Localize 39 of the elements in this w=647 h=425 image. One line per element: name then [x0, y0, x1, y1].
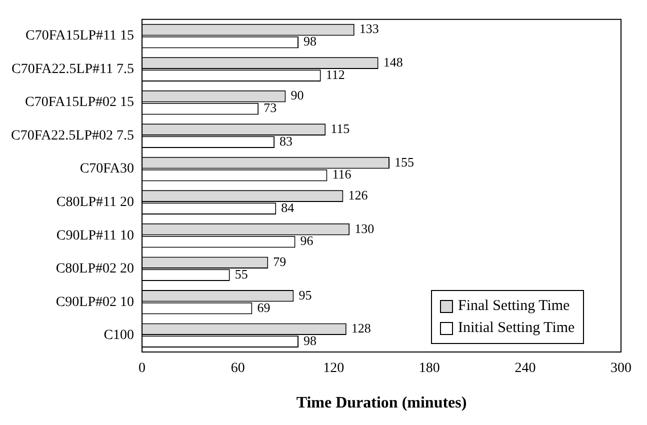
data-label: 55	[234, 266, 248, 282]
x-tick-label: 240	[514, 361, 536, 376]
y-tick-label: C100	[104, 328, 134, 344]
data-label: 98	[303, 34, 316, 49]
y-tick-label: C70FA15LP#11 15	[26, 28, 134, 44]
data-label: 84	[281, 200, 295, 215]
y-tick-label: C70FA30	[80, 162, 134, 177]
y-tick-label: C70FA22.5LP#11 7.5	[12, 62, 134, 77]
y-tick-label: C70FA15LP#02 15	[24, 95, 134, 110]
data-label: 130	[354, 220, 374, 236]
data-label: 83	[280, 133, 293, 148]
y-tick-label: C70FA22.5LP#02 7.5	[10, 128, 134, 144]
data-label: 116	[332, 166, 352, 182]
x-axis-title: Time Duration (minutes)	[296, 394, 467, 412]
data-label: 148	[383, 54, 403, 70]
data-label: 155	[394, 154, 414, 170]
text: Initial Setting Time	[458, 319, 575, 338]
x-tick-label: 60	[230, 361, 245, 376]
y-tick-label: C80LP#02 20	[56, 262, 134, 277]
data-label: 79	[273, 254, 286, 270]
x-tick-label: 120	[323, 361, 344, 376]
x-tick-label: 300	[610, 361, 632, 376]
y-tick-label: C90LP#02 10	[56, 294, 134, 310]
data-label: 69	[257, 300, 270, 315]
y-tick-label: C80LP#11 20	[56, 195, 134, 210]
data-label: 90	[290, 88, 304, 103]
x-tick-label: 180	[418, 361, 440, 376]
data-label: 115	[330, 120, 350, 136]
legend-label: Final Setting Time	[458, 297, 570, 316]
data-label: 98	[303, 333, 316, 348]
data-label: 133	[359, 21, 379, 36]
x-tick-label: 0	[138, 361, 146, 376]
data-label: 126	[348, 188, 368, 203]
data-label: 95	[298, 287, 312, 302]
data-label: 112	[326, 66, 345, 82]
data-label: 128	[351, 320, 371, 336]
data-label: 73	[264, 100, 277, 116]
y-tick-label: C90LP#11 10	[56, 228, 134, 244]
data-label: 96	[300, 233, 314, 248]
